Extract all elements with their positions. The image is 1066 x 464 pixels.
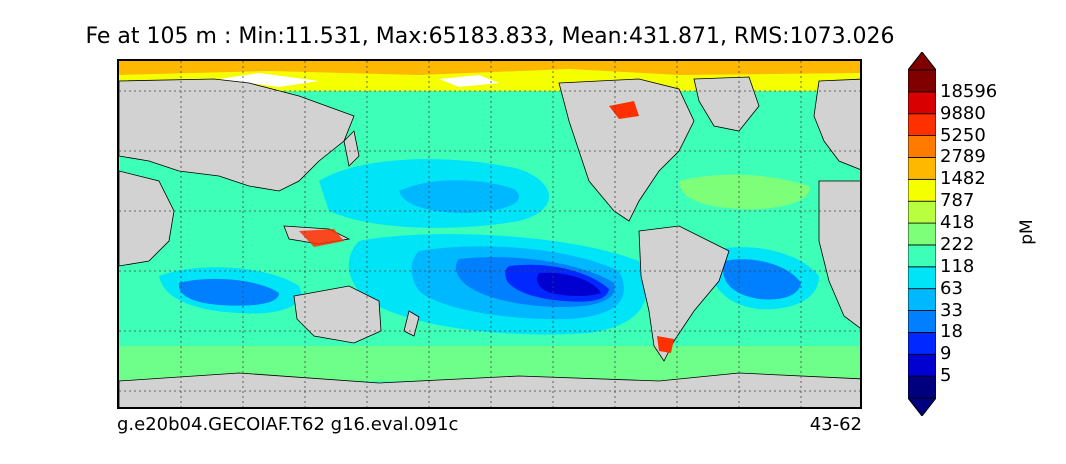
colorbar-swatch [908,157,936,180]
colorbar-swatch [908,69,936,93]
colorbar-swatch [908,288,936,311]
colorbar-swatch [908,244,936,268]
colorbar-units-label: pM [1017,219,1037,245]
colorbar-tick-label: 9880 [940,102,986,124]
colorbar-tick-label: 5 [940,365,952,387]
iron-concentration-map [119,61,860,407]
arctic-high-iron [119,61,860,75]
colorbar-swatch [908,178,936,202]
australia [293,285,382,344]
colorbar-extend-max [908,52,936,71]
colorbar-swatch [908,113,936,137]
colorbar-swatch [908,310,936,333]
south-pacific-min [537,272,601,296]
colorbar-swatch [908,91,936,115]
patagonia-high-iron [657,336,674,353]
land-masses [119,76,860,407]
hudson-bay-high-iron [609,101,639,119]
colorbar-extend-min [908,397,936,416]
case-name: g.e20b04.GECOIAF.T62 g16.eval.091c [117,414,459,435]
colorbar-swatch [908,375,936,399]
plot-title: Fe at 105 m : Min:11.531, Max:65183.833,… [85,24,895,49]
colorbar-tick-label: 5250 [940,124,986,146]
colorbar-tick-label: 33 [940,299,963,321]
year-range: 43-62 [809,414,862,435]
south-atlantic-core [723,259,801,300]
colorbar-swatch [908,200,936,224]
europe [813,78,860,170]
colorbar-tick-label: 787 [940,190,975,212]
indonesia-high-iron [299,229,344,247]
colorbar-tick-label: 2789 [940,146,986,168]
colorbar-tick-label: 222 [940,233,975,255]
colorbar-tick-label: 18 [940,321,963,343]
colorbar-swatch [908,222,936,246]
colorbar-tick-label: 418 [940,212,975,234]
new-zealand [403,310,420,337]
japan [343,130,360,167]
colorbar-tick-label: 1482 [940,168,986,190]
south-america [638,225,730,362]
colorbar-swatch [908,135,936,158]
colorbar-swatch [908,266,936,290]
indian-ocean-core [178,278,279,306]
africa [818,180,860,329]
colorbar [908,52,936,416]
colorbar-tick-label: 63 [940,277,963,299]
colorbar-tick-label: 9 [940,343,952,365]
arctic-ice [219,73,499,87]
eurasia [119,78,355,192]
africa-west [119,170,175,267]
north-atlantic-band [679,174,810,210]
colorbar-labels: 5 9 18 33 63 118 222 418 787 1482 2789 5250 9880 1859… [940,52,1020,416]
colorbar-swatch [908,331,936,355]
colorbar-swatch [908,353,936,377]
antarctica [119,372,860,407]
colorbar-tick-label: 18596 [940,80,998,102]
map-panel [117,59,862,409]
colorbar-tick-label: 118 [940,255,975,277]
graticule [119,61,860,407]
north-pacific-core [399,180,519,213]
